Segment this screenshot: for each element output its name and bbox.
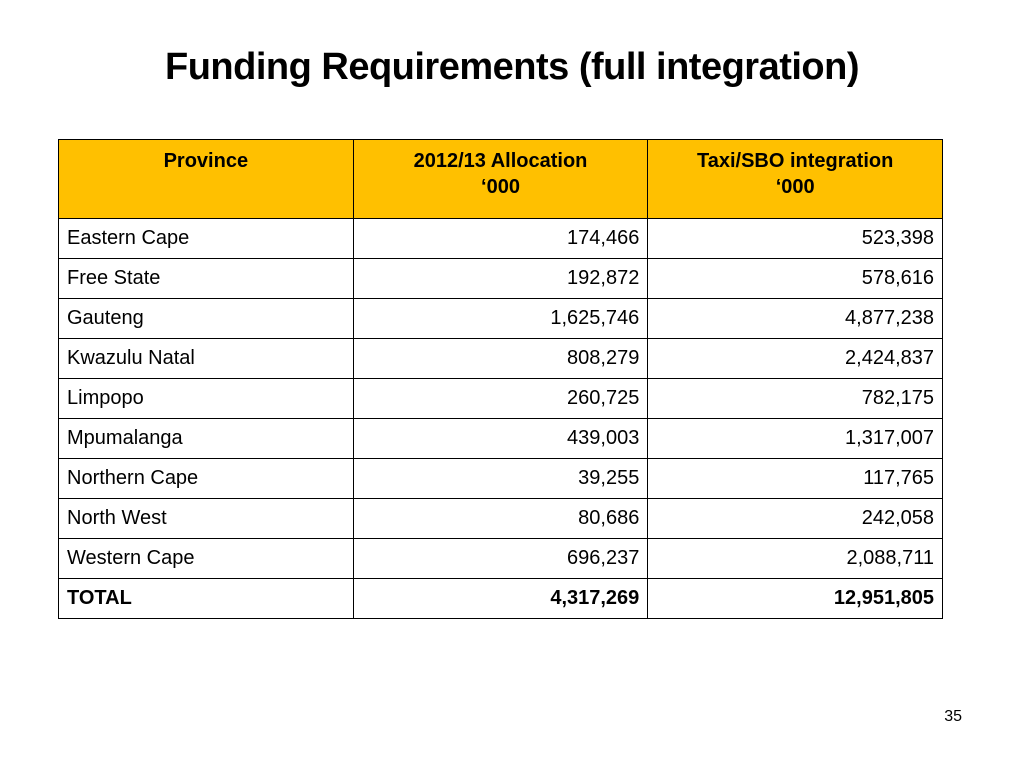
header-integration-unit: ‘000 [775,176,815,198]
table-total-row: TOTAL 4,317,269 12,951,805 [58,578,943,619]
cell-province: Eastern Cape [58,218,354,259]
cell-integration: 1,317,007 [647,418,943,459]
cell-integration: 782,175 [647,378,943,419]
cell-integration: 2,088,711 [647,538,943,579]
cell-integration: 2,424,837 [647,338,943,379]
cell-province: Gauteng [58,298,354,339]
header-allocation-unit: ‘000 [481,176,520,198]
table-row: Free State 192,872 578,616 [58,258,943,299]
cell-allocation: 439,003 [352,418,649,459]
header-integration-label: Taxi/SBO integration [696,150,894,172]
table-row: Kwazulu Natal 808,279 2,424,837 [58,338,943,379]
cell-allocation: 808,279 [352,338,649,379]
cell-integration: 242,058 [647,498,943,539]
cell-province: Free State [58,258,354,299]
cell-province: Kwazulu Natal [58,338,354,379]
cell-allocation: 260,725 [352,378,649,419]
header-province-label: Province [163,150,249,172]
header-integration: Taxi/SBO integration ‘000 [647,139,943,219]
cell-allocation: 80,686 [352,498,649,539]
cell-allocation: 192,872 [352,258,649,299]
cell-province: Limpopo [58,378,354,419]
cell-province: Mpumalanga [58,418,354,459]
cell-total-integration: 12,951,805 [647,578,943,619]
cell-integration: 578,616 [647,258,943,299]
table-row: Eastern Cape 174,466 523,398 [58,218,943,259]
header-allocation-label: 2012/13 Allocation [413,150,588,172]
cell-allocation: 174,466 [352,218,649,259]
slide-title: Funding Requirements (full integration) [164,46,860,88]
table-row: Northern Cape 39,255 117,765 [58,458,943,499]
cell-province: Northern Cape [58,458,354,499]
cell-province: North West [58,498,354,539]
header-province: Province [58,139,354,219]
cell-integration: 523,398 [647,218,943,259]
cell-integration: 4,877,238 [647,298,943,339]
cell-allocation: 1,625,746 [352,298,649,339]
table-row: Gauteng 1,625,746 4,877,238 [58,298,943,339]
cell-allocation: 39,255 [352,458,649,499]
table-row: North West 80,686 242,058 [58,498,943,539]
table-row: Mpumalanga 439,003 1,317,007 [58,418,943,459]
cell-allocation: 696,237 [352,538,649,579]
table-row: Western Cape 696,237 2,088,711 [58,538,943,579]
header-allocation: 2012/13 Allocation ‘000 [352,139,649,219]
cell-province: Western Cape [58,538,354,579]
cell-total-allocation: 4,317,269 [352,578,649,619]
page-number: 35 [944,708,962,725]
cell-total-label: TOTAL [58,578,354,619]
cell-integration: 117,765 [647,458,943,499]
table-row: Limpopo 260,725 782,175 [58,378,943,419]
funding-table: Province 2012/13 Allocation ‘000 Taxi/SB… [58,139,943,619]
table-header-row: Province 2012/13 Allocation ‘000 Taxi/SB… [58,139,943,219]
